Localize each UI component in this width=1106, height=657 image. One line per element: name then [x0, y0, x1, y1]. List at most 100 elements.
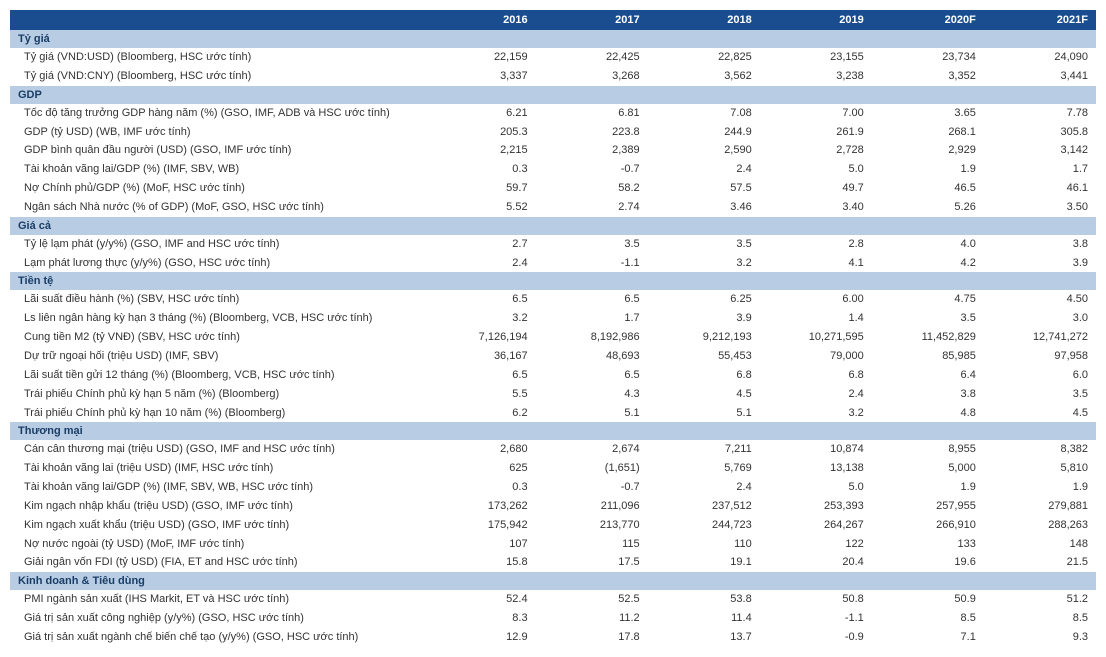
row-label: Cung tiền M2 (tỷ VNĐ) (SBV, HSC ước tính… — [10, 328, 424, 347]
section-title: Giá cả — [10, 217, 1096, 235]
cell-value: 4.8 — [872, 404, 984, 423]
table-row: Trái phiếu Chính phủ kỳ hạn 5 năm (%) (B… — [10, 385, 1096, 404]
section-title: Tỷ giá — [10, 30, 1096, 48]
cell-value: 12,741,272 — [984, 328, 1096, 347]
table-row: Cung tiền M2 (tỷ VNĐ) (SBV, HSC ước tính… — [10, 328, 1096, 347]
cell-value: 50.9 — [872, 590, 984, 609]
cell-value: -0.7 — [536, 478, 648, 497]
row-label: Lãi suất tiền gửi 12 tháng (%) (Bloomber… — [10, 366, 424, 385]
cell-value: -0.9 — [760, 628, 872, 647]
cell-value: 3.0 — [984, 309, 1096, 328]
cell-value: 2,680 — [424, 440, 536, 459]
row-label: Tỷ lệ lạm phát (y/y%) (GSO, IMF and HSC … — [10, 235, 424, 254]
cell-value: 244.9 — [648, 123, 760, 142]
cell-value: 3.8 — [872, 385, 984, 404]
row-label: Tỷ giá (VND:CNY) (Bloomberg, HSC ước tín… — [10, 67, 424, 86]
table-row: PMI ngành sản xuất (IHS Markit, ET và HS… — [10, 590, 1096, 609]
cell-value: 3.9 — [984, 254, 1096, 273]
cell-value: 4.3 — [536, 385, 648, 404]
cell-value: 5,000 — [872, 459, 984, 478]
cell-value: 5,769 — [648, 459, 760, 478]
cell-value: 6.21 — [424, 104, 536, 123]
row-label: GDP bình quân đầu người (USD) (GSO, IMF … — [10, 141, 424, 160]
cell-value: 5.5 — [424, 385, 536, 404]
cell-value: 3.5 — [536, 235, 648, 254]
cell-value: 2.4 — [648, 160, 760, 179]
cell-value: 79,000 — [760, 347, 872, 366]
cell-value: -1.1 — [536, 254, 648, 273]
cell-value: 51.2 — [984, 590, 1096, 609]
table-row: Tốc độ tăng trưởng GDP hàng năm (%) (GSO… — [10, 104, 1096, 123]
table-row: Kim ngạch nhập khẩu (triệu USD) (GSO, IM… — [10, 497, 1096, 516]
cell-value: 5.1 — [648, 404, 760, 423]
row-label: Tốc độ tăng trưởng GDP hàng năm (%) (GSO… — [10, 104, 424, 123]
cell-value: 11,452,829 — [872, 328, 984, 347]
table-row: Ngân sách Nhà nước (% of GDP) (MoF, GSO,… — [10, 198, 1096, 217]
year-header: 2018 — [648, 10, 760, 30]
cell-value: 625 — [424, 459, 536, 478]
row-label: Tài khoản vãng lai/GDP (%) (IMF, SBV, WB… — [10, 160, 424, 179]
table-row: Nợ Chính phủ/GDP (%) (MoF, HSC ước tính)… — [10, 179, 1096, 198]
cell-value: 6.8 — [648, 366, 760, 385]
row-label: Cán cân thương mại (triệu USD) (GSO, IMF… — [10, 440, 424, 459]
cell-value: 7,126,194 — [424, 328, 536, 347]
cell-value: 1.9 — [984, 478, 1096, 497]
cell-value: 223.8 — [536, 123, 648, 142]
cell-value: 20.4 — [760, 553, 872, 572]
cell-value: 211,096 — [536, 497, 648, 516]
cell-value: 279,881 — [984, 497, 1096, 516]
row-label: Tài khoản vãng lai (triệu USD) (IMF, HSC… — [10, 459, 424, 478]
cell-value: 3.2 — [760, 404, 872, 423]
row-label: PMI ngành sản xuất (IHS Markit, ET và HS… — [10, 590, 424, 609]
cell-value: 3.2 — [648, 254, 760, 273]
cell-value: 0.3 — [424, 160, 536, 179]
section-header: Tiền tệ — [10, 272, 1096, 290]
table-row: Trái phiếu Chính phủ kỳ hạn 10 năm (%) (… — [10, 404, 1096, 423]
cell-value: 2.7 — [424, 235, 536, 254]
table-row: Tài khoản vãng lai/GDP (%) (IMF, SBV, WB… — [10, 478, 1096, 497]
cell-value: 9,212,193 — [648, 328, 760, 347]
cell-value: 6.5 — [424, 366, 536, 385]
cell-value: 253,393 — [760, 497, 872, 516]
cell-value: 17.5 — [536, 553, 648, 572]
row-label: Trái phiếu Chính phủ kỳ hạn 10 năm (%) (… — [10, 404, 424, 423]
cell-value: 4.0 — [872, 235, 984, 254]
cell-value: 4.50 — [984, 290, 1096, 309]
cell-value: 122 — [760, 535, 872, 554]
table-row: Tài khoản vãng lai (triệu USD) (IMF, HSC… — [10, 459, 1096, 478]
row-label: Trái phiếu Chính phủ kỳ hạn 5 năm (%) (B… — [10, 385, 424, 404]
cell-value: 5,810 — [984, 459, 1096, 478]
table-row: Tỷ lệ lạm phát (y/y%) (GSO, IMF and HSC … — [10, 235, 1096, 254]
cell-value: 110 — [648, 535, 760, 554]
table-row: Tài khoản vãng lai/GDP (%) (IMF, SBV, WB… — [10, 160, 1096, 179]
cell-value: 24,090 — [984, 48, 1096, 67]
row-label: Giải ngân vốn FDI (tỷ USD) (FIA, ET and … — [10, 553, 424, 572]
cell-value: 12.9 — [424, 628, 536, 647]
table-row: Tỷ giá (VND:USD) (Bloomberg, HSC ước tín… — [10, 48, 1096, 67]
cell-value: 23,155 — [760, 48, 872, 67]
section-header: Kinh doanh & Tiêu dùng — [10, 572, 1096, 590]
cell-value: 3.50 — [984, 198, 1096, 217]
cell-value: 5.1 — [536, 404, 648, 423]
cell-value: 6.4 — [872, 366, 984, 385]
year-header: 2021F — [984, 10, 1096, 30]
cell-value: 268.1 — [872, 123, 984, 142]
label-header — [10, 10, 424, 30]
cell-value: 49.7 — [760, 179, 872, 198]
cell-value: 244,723 — [648, 516, 760, 535]
cell-value: 6.8 — [760, 366, 872, 385]
cell-value: 2,215 — [424, 141, 536, 160]
cell-value: 1.4 — [760, 309, 872, 328]
cell-value: 288,263 — [984, 516, 1096, 535]
cell-value: 97,958 — [984, 347, 1096, 366]
section-title: Kinh doanh & Tiêu dùng — [10, 572, 1096, 590]
cell-value: 23,734 — [872, 48, 984, 67]
row-label: Ngân sách Nhà nước (% of GDP) (MoF, GSO,… — [10, 198, 424, 217]
table-row: Lãi suất điều hành (%) (SBV, HSC ước tín… — [10, 290, 1096, 309]
cell-value: 237,512 — [648, 497, 760, 516]
cell-value: 17.8 — [536, 628, 648, 647]
cell-value: 1.9 — [872, 478, 984, 497]
cell-value: 6.0 — [984, 366, 1096, 385]
cell-value: 6.25 — [648, 290, 760, 309]
cell-value: 3.65 — [872, 104, 984, 123]
